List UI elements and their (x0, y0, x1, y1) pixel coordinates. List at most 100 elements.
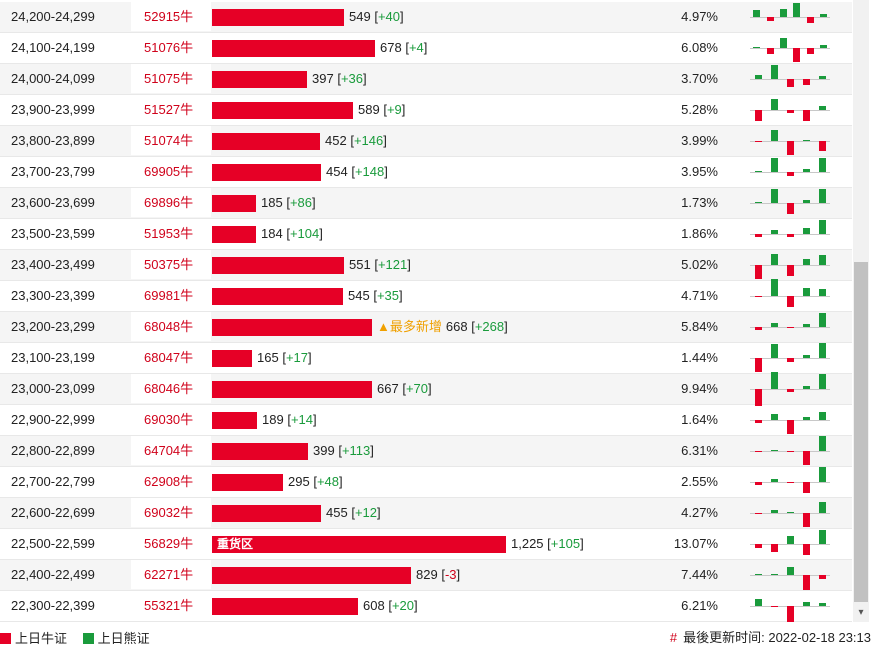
volume-value: 829 [-3] (416, 567, 461, 582)
warrant-code-cell: 56829牛 (131, 529, 211, 558)
volume-change: +148 (354, 164, 385, 179)
percentage: 1.44% (681, 350, 718, 365)
mini-bar (753, 10, 760, 17)
table-row[interactable]: 23,000-23,099 68046牛 667 [+70] 9.94% (0, 372, 852, 406)
volume-number: 545 (348, 288, 370, 303)
table-row[interactable]: 23,900-23,999 51527牛 589 [+9] 5.28% (0, 95, 852, 126)
table-row[interactable]: 23,300-23,399 69981牛 545 [+35] 4.71% (0, 279, 852, 312)
legend-item-bull[interactable]: 上日牛证 (0, 629, 67, 649)
table-row[interactable]: 22,400-22,499 62271牛 829 [-3] 7.44% (0, 560, 852, 591)
scroll-thumb[interactable] (854, 262, 868, 602)
warrant-code-cell: 51076牛 (131, 33, 211, 62)
table-row[interactable]: 23,600-23,699 69896牛 185 [+86] 1.73% (0, 188, 852, 219)
scrollbar[interactable]: ▾ (853, 0, 869, 622)
percentage: 1.86% (681, 226, 718, 241)
warrant-code[interactable]: 62271牛 (144, 567, 194, 582)
percentage: 4.71% (681, 288, 718, 303)
warrant-code-cell: 51075牛 (131, 64, 211, 93)
mini-bar (787, 234, 794, 237)
mini-bar-chart (750, 2, 830, 32)
table-row[interactable]: 22,300-22,399 55321牛 608 [+20] 6.21% (0, 591, 852, 622)
volume-bar (212, 195, 256, 212)
warrant-code[interactable]: 68047牛 (144, 350, 194, 365)
table-row[interactable]: 22,900-22,999 69030牛 189 [+14] 1.64% (0, 405, 852, 436)
volume-value: 189 [+14] (262, 412, 317, 427)
mini-bar (793, 48, 800, 62)
warrant-code[interactable]: 69032牛 (144, 505, 194, 520)
warrant-code[interactable]: 51527牛 (144, 102, 194, 117)
mini-bar (771, 279, 778, 296)
mini-bar (755, 544, 762, 548)
volume-change: +105 (550, 536, 581, 551)
warrant-code[interactable]: 52915牛 (144, 9, 194, 24)
mini-bar (771, 372, 778, 389)
volume-number: 678 (380, 40, 402, 55)
warrant-code[interactable]: 55321牛 (144, 598, 194, 613)
table-row[interactable]: 22,500-22,599 56829牛 重货区 1,225 [+105] 13.07% (0, 529, 852, 560)
mini-bar (771, 544, 778, 552)
table-row[interactable]: 24,200-24,299 52915牛 549 [+40] 4.97% (0, 2, 852, 33)
warrant-code[interactable]: 69981牛 (144, 288, 194, 303)
scroll-down-icon[interactable]: ▾ (858, 607, 864, 618)
warrant-code[interactable]: 62908牛 (144, 474, 194, 489)
volume-number: 185 (261, 195, 283, 210)
warrant-code[interactable]: 68046牛 (144, 381, 194, 396)
table-row[interactable]: 22,800-22,899 64704牛 399 [+113] 6.31% (0, 436, 852, 467)
warrant-code[interactable]: 64704牛 (144, 443, 194, 458)
warrant-code-cell: 52915牛 (131, 2, 211, 31)
mini-bar (771, 344, 778, 358)
warrant-code-cell: 69030牛 (131, 405, 211, 434)
mini-bar (787, 420, 794, 434)
table-row[interactable]: 24,000-24,099 51075牛 397 [+36] 3.70% (0, 64, 852, 95)
last-updated: # 最後更新时间: 2022-02-18 23:13 (670, 628, 871, 648)
mini-bar-chart (750, 372, 830, 406)
table-row[interactable]: 23,700-23,799 69905牛 454 [+148] 3.95% (0, 157, 852, 188)
mini-bar (819, 106, 826, 110)
mini-bar (771, 189, 778, 203)
mini-bar (803, 417, 810, 420)
price-range: 24,000-24,099 (11, 71, 95, 86)
mini-bar (771, 450, 778, 451)
table-row[interactable]: 24,100-24,199 51076牛 678 [+4] 6.08% (0, 33, 852, 64)
mini-bar (787, 110, 794, 113)
mini-bar (755, 296, 762, 297)
table-row[interactable]: 23,400-23,499 50375牛 551 [+121] 5.02% (0, 250, 852, 281)
mini-bar-chart (750, 64, 830, 94)
price-range: 22,600-22,699 (11, 505, 95, 520)
warrant-code-cell: 64704牛 (131, 436, 211, 465)
warrant-code-cell: 62271牛 (131, 560, 211, 589)
warrant-code-cell: 50375牛 (131, 250, 211, 279)
warrant-code[interactable]: 68048牛 (144, 319, 194, 334)
legend: 上日牛证 上日熊证 (0, 628, 150, 648)
warrant-code[interactable]: 51953牛 (144, 226, 194, 241)
warrant-code[interactable]: 69030牛 (144, 412, 194, 427)
warrant-code[interactable]: 50375牛 (144, 257, 194, 272)
warrant-code[interactable]: 51075牛 (144, 71, 194, 86)
table-row[interactable]: 23,200-23,299 68048牛 ▲最多新增 668 [+268] 5.84% (0, 312, 852, 343)
volume-bar: 重货区 (212, 536, 506, 553)
warrant-code[interactable]: 51074牛 (144, 133, 194, 148)
volume-change: +36 (340, 71, 364, 86)
mini-bar-chart (750, 250, 830, 280)
mini-bar (771, 479, 778, 482)
table-row[interactable]: 22,700-22,799 62908牛 295 [+48] 2.55% (0, 467, 852, 498)
price-range: 23,900-23,999 (11, 102, 95, 117)
warrant-code[interactable]: 69905牛 (144, 164, 194, 179)
volume-value: 608 [+20] (363, 598, 418, 613)
price-range: 24,100-24,199 (11, 40, 95, 55)
volume-value: 185 [+86] (261, 195, 316, 210)
table-row[interactable]: 23,800-23,899 51074牛 452 [+146] 3.99% (0, 126, 852, 157)
table-row[interactable]: 23,500-23,599 51953牛 184 [+104] 1.86% (0, 219, 852, 250)
warrant-code[interactable]: 69896牛 (144, 195, 194, 210)
legend-item-bear[interactable]: 上日熊证 (82, 629, 150, 649)
warrant-code[interactable]: 51076牛 (144, 40, 194, 55)
volume-bar (212, 9, 344, 26)
volume-change: +146 (353, 133, 384, 148)
price-range: 22,800-22,899 (11, 443, 95, 458)
mini-bar (803, 79, 810, 85)
mini-bar (755, 75, 762, 79)
mini-bar-chart (750, 405, 830, 435)
table-row[interactable]: 23,100-23,199 68047牛 165 [+17] 1.44% (0, 343, 852, 374)
warrant-code[interactable]: 56829牛 (144, 536, 194, 551)
table-row[interactable]: 22,600-22,699 69032牛 455 [+12] 4.27% (0, 498, 852, 529)
